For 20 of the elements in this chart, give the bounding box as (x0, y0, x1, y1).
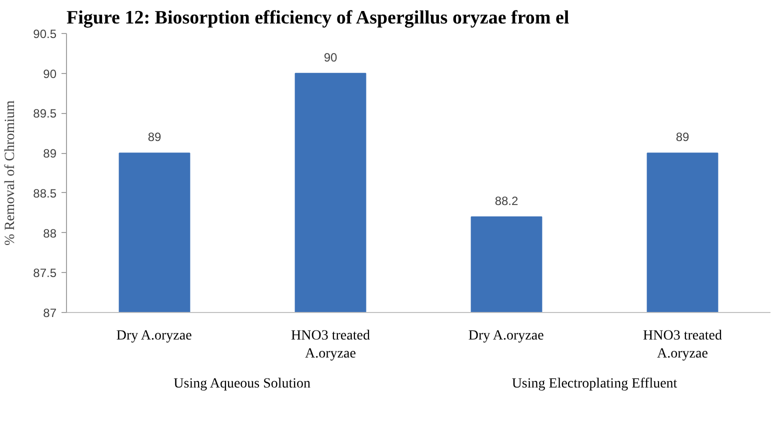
y-tick-label: 88 (43, 226, 57, 240)
x-tick-label: Dry A.oryzae (468, 328, 544, 344)
y-tick-label: 88.5 (33, 186, 57, 200)
data-label: 89 (676, 130, 690, 144)
y-tick-label: 89.5 (33, 106, 57, 121)
x-tick-label: HNO3 treated A.oryzae (291, 328, 370, 362)
text: Using Electroplating Effluent (512, 376, 678, 392)
x-tick-label: HNO3 treated A.oryzae (643, 328, 722, 362)
y-tick-label: 87.5 (33, 266, 57, 280)
x-tick-label: Dry A.oryzae (116, 328, 192, 344)
data-label: 89 (148, 130, 162, 144)
y-tick-label: 87 (43, 306, 57, 320)
y-axis-title: % Removal of Chromium (3, 100, 18, 246)
data-label: 88.2 (494, 194, 519, 208)
y-tick-label: 90.5 (33, 27, 57, 41)
y-tick-label: 89 (43, 146, 57, 161)
y-tick-label: 90 (43, 66, 57, 81)
text: Using Aqueous Solution (174, 376, 311, 392)
chart-title: Figure 12: Biosorption efficiency of Aspergillus oryzae from el (66, 8, 570, 28)
data-label: 90 (324, 50, 338, 64)
